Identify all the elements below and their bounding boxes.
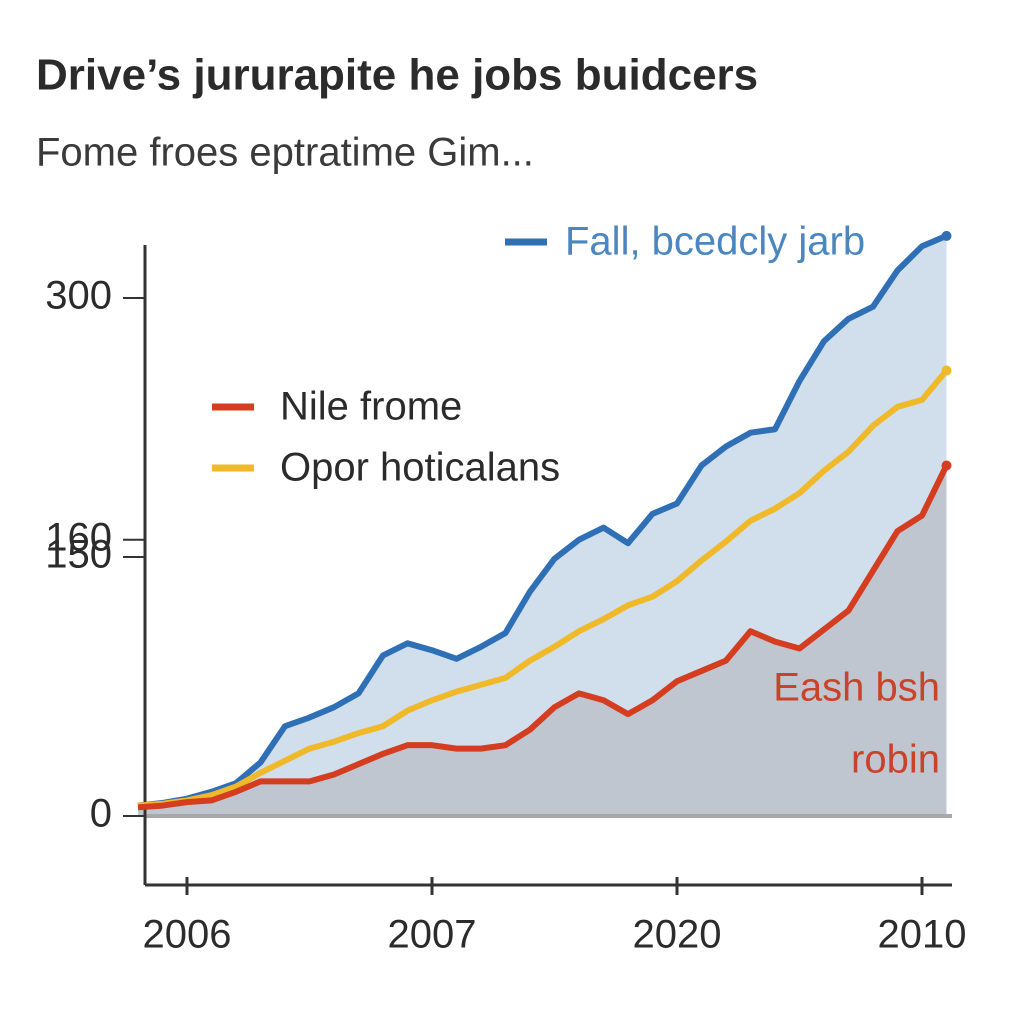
annotation: Eash bsh: [773, 666, 940, 710]
legend-label: Fall, bcedcly jarb: [565, 220, 865, 264]
series-line: [137, 368, 949, 809]
annotation: robin: [851, 738, 940, 782]
series-line: [137, 464, 950, 811]
legend-label: Nile frome: [280, 385, 462, 429]
series-area: [138, 465, 947, 816]
chart-subtitle: Fome froes eptratime Gim...: [36, 131, 534, 175]
series-line: [137, 233, 948, 809]
legend-label: Opor hoticalans: [280, 446, 560, 490]
y-tick-label: 0: [90, 792, 112, 836]
y-tick-label: 160: [45, 515, 112, 559]
chart-title: Drive’s jururapite he jobs buidcers: [36, 51, 758, 100]
end-point: [941, 460, 952, 471]
x-tick-label: 2010: [878, 913, 967, 957]
x-tick-label: 2020: [633, 913, 722, 957]
end-point: [941, 230, 952, 241]
y-tick-label: 300: [45, 274, 112, 318]
x-tick-label: 2007: [388, 913, 477, 957]
y-tick-label: 150: [45, 533, 112, 577]
x-tick-label: 2006: [143, 913, 232, 957]
end-point: [941, 365, 952, 376]
